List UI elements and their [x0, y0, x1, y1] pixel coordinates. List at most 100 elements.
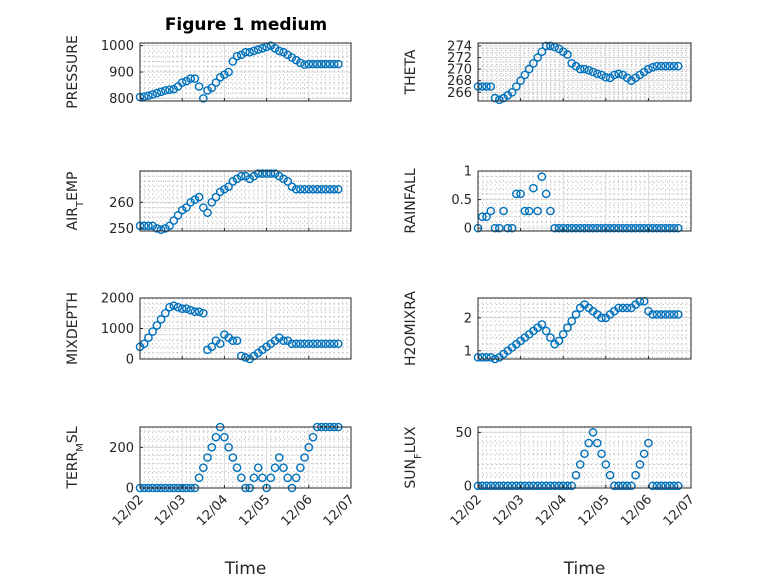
- data-point: [507, 88, 517, 97]
- data-point: [558, 223, 568, 233]
- axes-frame: [477, 297, 692, 360]
- data-point: [274, 171, 284, 181]
- data-point: [512, 189, 521, 199]
- x-axis-label: Time: [224, 559, 267, 579]
- data-point: [490, 481, 500, 491]
- data-point: [550, 223, 559, 233]
- data-point: [308, 184, 318, 194]
- y-tick-label: 270: [447, 63, 472, 78]
- y-axis-label: THETA: [403, 49, 419, 95]
- data-point: [228, 336, 238, 346]
- data-point: [605, 470, 615, 480]
- data-point: [592, 223, 602, 233]
- data-point: [503, 223, 513, 233]
- data-point: [614, 223, 623, 233]
- data-point: [673, 223, 683, 233]
- data-point: [546, 206, 555, 216]
- data-point: [283, 50, 293, 60]
- data-point: [241, 353, 250, 362]
- data-point: [279, 47, 288, 57]
- data-point: [546, 333, 555, 342]
- data-point: [627, 481, 636, 491]
- data-point: [262, 169, 271, 178]
- data-point: [266, 41, 276, 50]
- data-point: [558, 329, 568, 339]
- data-point: [291, 55, 301, 65]
- data-point: [308, 339, 318, 349]
- data-point: [541, 481, 551, 491]
- data-point: [258, 169, 267, 178]
- data-point: [266, 169, 276, 178]
- data-point: [546, 41, 555, 51]
- data-point: [152, 224, 162, 233]
- y-tick-label: 50: [455, 426, 472, 441]
- data-point: [258, 43, 267, 53]
- data-point: [541, 326, 551, 336]
- data-point: [550, 481, 559, 491]
- y-tick-label: 200: [109, 441, 134, 456]
- data-point: [253, 463, 263, 472]
- data-point: [669, 481, 679, 491]
- data-point: [177, 205, 187, 215]
- data-point: [152, 321, 162, 330]
- data-point: [673, 61, 683, 71]
- y-tick-label: 1: [464, 165, 472, 180]
- data-point: [554, 336, 564, 346]
- data-point: [232, 174, 242, 184]
- data-point: [524, 64, 534, 74]
- y-tick-label: 1000: [101, 39, 134, 54]
- y-tick-label: 268: [447, 74, 472, 89]
- data-point: [253, 45, 263, 54]
- data-point: [329, 339, 339, 349]
- data-point: [639, 449, 649, 459]
- data-point: [152, 88, 162, 98]
- data-point: [194, 192, 204, 202]
- data-point: [575, 460, 585, 469]
- y-tick-label: 272: [447, 51, 472, 66]
- data-point: [186, 74, 195, 83]
- data-point: [520, 70, 530, 80]
- data-point: [507, 223, 517, 233]
- data-point: [567, 316, 577, 326]
- data-point: [524, 481, 534, 491]
- axes-frame: [477, 426, 692, 489]
- data-point: [173, 211, 183, 220]
- data-point: [499, 481, 508, 491]
- data-point: [507, 481, 517, 491]
- data-point: [503, 481, 513, 491]
- data-point: [601, 72, 611, 82]
- data-point: [198, 463, 208, 472]
- data-point: [266, 473, 276, 483]
- data-point: [270, 43, 280, 53]
- data-point: [241, 171, 250, 181]
- data-point: [512, 481, 521, 491]
- data-point: [203, 453, 212, 462]
- data-point: [584, 223, 594, 233]
- data-point: [291, 184, 301, 194]
- data-point: [563, 50, 572, 59]
- data-point: [296, 463, 305, 472]
- data-point: [139, 92, 149, 101]
- data-point: [169, 301, 179, 310]
- data-point: [571, 310, 581, 319]
- data-point: [635, 223, 645, 233]
- data-point: [325, 339, 335, 349]
- data-point: [529, 481, 538, 491]
- y-axis-label: RAINFALL: [403, 168, 419, 233]
- data-point: [486, 206, 496, 216]
- data-point: [631, 470, 640, 480]
- data-point: [533, 206, 542, 216]
- data-point: [618, 303, 628, 313]
- data-point: [228, 453, 238, 462]
- data-point: [283, 473, 293, 483]
- data-point: [296, 184, 305, 194]
- data-point: [494, 223, 504, 233]
- data-point: [516, 76, 525, 85]
- data-point: [567, 481, 577, 491]
- data-point: [627, 223, 636, 233]
- x-axis-label: Time: [563, 559, 606, 579]
- data-point: [334, 184, 343, 194]
- y-tick-label: 250: [109, 222, 134, 237]
- data-point: [516, 481, 525, 491]
